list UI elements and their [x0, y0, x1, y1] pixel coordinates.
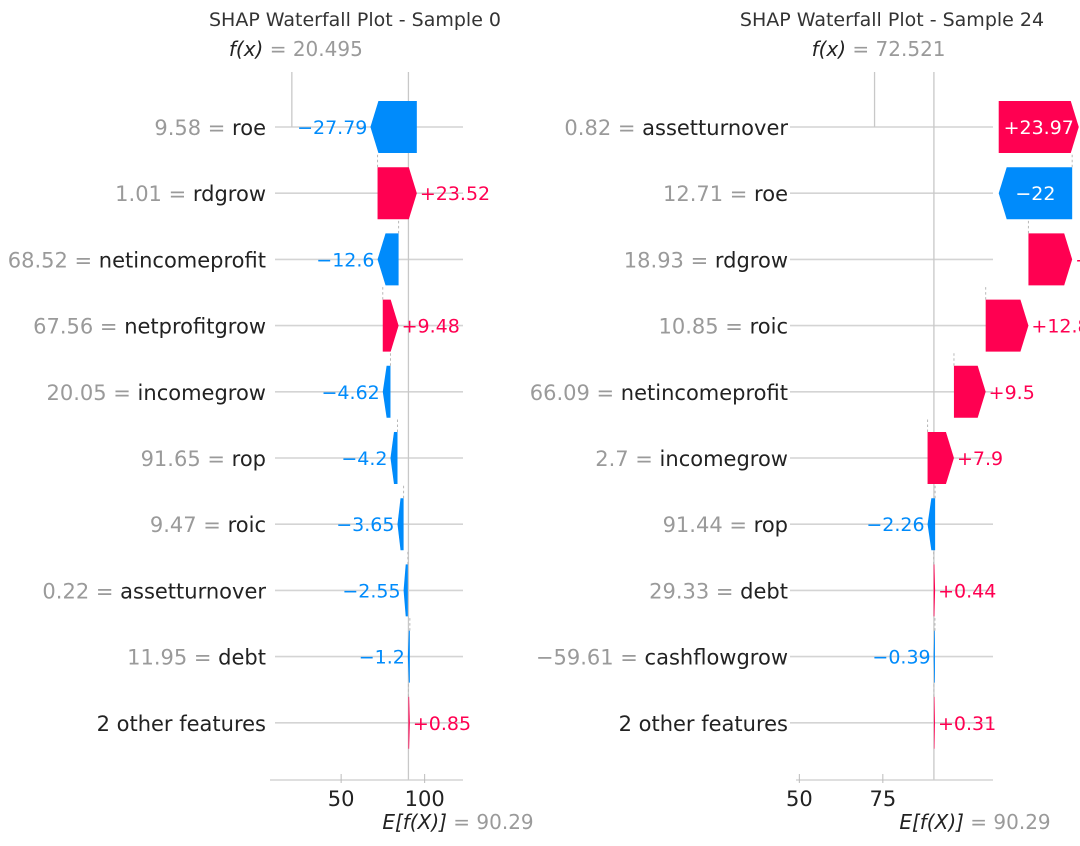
- waterfall-panel-1: 50 75 SHAP Waterfall Plot - Sample 24 f(x) …: [530, 9, 1080, 834]
- shap-value-label: +9.48: [402, 316, 460, 338]
- shap-value-label: −22: [1015, 183, 1055, 205]
- shap-value-label: −1.2: [359, 647, 405, 669]
- feature-label: 9.47 = roic: [150, 513, 266, 537]
- feature-label: 11.95 = debt: [127, 646, 266, 670]
- feature-label: 0.22 = assetturnover: [42, 579, 266, 603]
- fx-annotation: f(x) = 20.495: [229, 37, 363, 61]
- feature-label: −59.61 = cashflowgrow: [536, 646, 788, 670]
- shap-bar: [933, 564, 936, 617]
- feature-label: 12.71 = roe: [663, 182, 788, 206]
- shap-value-label: +0.44: [938, 580, 996, 602]
- shap-value-label: +23.52: [420, 183, 490, 205]
- feature-label: 68.52 = netincomeprofit: [8, 248, 266, 272]
- shap-bar: [377, 167, 417, 220]
- shap-bar: [998, 167, 1073, 220]
- shap-bar: [407, 630, 410, 683]
- x-tick-label: 50: [786, 787, 813, 811]
- shap-bar: [370, 101, 417, 153]
- chart-title: SHAP Waterfall Plot - Sample 0: [209, 9, 501, 31]
- shap-value-label: +12.8: [1031, 316, 1080, 338]
- feature-label: 10.85 = roic: [659, 315, 788, 339]
- x-tick-label: 50: [328, 787, 355, 811]
- feature-label: 0.82 = assetturnover: [564, 116, 788, 140]
- feature-label: 1.01 = rdgrow: [115, 182, 266, 206]
- shap-bar: [927, 432, 954, 484]
- base-value-annotation: E[f(X)] = 90.29: [899, 810, 1050, 834]
- feature-label: 2 other features: [97, 712, 266, 736]
- shap-bar: [382, 365, 391, 418]
- shap-bar: [1028, 233, 1073, 286]
- shap-value-label: −0.39: [872, 647, 930, 669]
- shap-value-label: +0.85: [413, 713, 471, 735]
- chart-title: SHAP Waterfall Plot - Sample 24: [740, 9, 1044, 31]
- shap-bar: [927, 498, 936, 551]
- feature-label: 29.33 = debt: [649, 579, 788, 603]
- feature-label: 91.44 = rop: [663, 513, 788, 537]
- shap-bar: [377, 233, 399, 286]
- shap-bar: [403, 564, 408, 617]
- shap-bar: [408, 696, 410, 749]
- shap-bar: [933, 630, 935, 683]
- feature-label: 2.7 = incomegrow: [595, 447, 788, 471]
- feature-label: 91.65 = rop: [141, 447, 266, 471]
- feature-label: 20.05 = incomegrow: [46, 381, 266, 405]
- shap-bar: [985, 299, 1029, 352]
- shap-bar: [933, 696, 935, 749]
- fx-annotation: f(x) = 72.521: [812, 37, 946, 61]
- feature-label: 18.93 = rdgrow: [624, 248, 788, 272]
- shap-value-label: −27.79: [297, 117, 367, 139]
- shap-value-label: −3.65: [336, 514, 394, 536]
- shap-value-label: −4.2: [341, 448, 387, 470]
- shap-value-label: +9.5: [989, 382, 1035, 404]
- shap-value-label: +7.9: [957, 448, 1003, 470]
- shap-value-label: −2.26: [866, 514, 924, 536]
- base-value-annotation: E[f(X)] = 90.29: [382, 810, 533, 834]
- shap-bar: [390, 432, 398, 484]
- x-tick-label: 100: [405, 787, 445, 811]
- shap-value-label: +13.1: [1075, 249, 1080, 271]
- shap-bar: [397, 498, 404, 551]
- feature-label: 2 other features: [619, 712, 788, 736]
- feature-label: 67.56 = netprofitgrow: [33, 315, 266, 339]
- shap-bar: [953, 365, 986, 418]
- shap-bar: [998, 101, 1079, 153]
- waterfall-panel-0: 50 100 SHAP Waterfall Plot - Sample 0 f(x) …: [8, 9, 534, 834]
- feature-label: 9.58 = roe: [154, 116, 266, 140]
- shap-bar: [382, 299, 399, 352]
- shap-value-label: +23.97: [1004, 117, 1074, 139]
- shap-value-label: −12.6: [316, 249, 374, 271]
- shap-value-label: +0.31: [938, 713, 996, 735]
- shap-value-label: −4.62: [322, 382, 380, 404]
- shap-value-label: −2.55: [342, 580, 400, 602]
- feature-label: 66.09 = netincomeprofit: [530, 381, 788, 405]
- x-tick-label: 75: [869, 787, 896, 811]
